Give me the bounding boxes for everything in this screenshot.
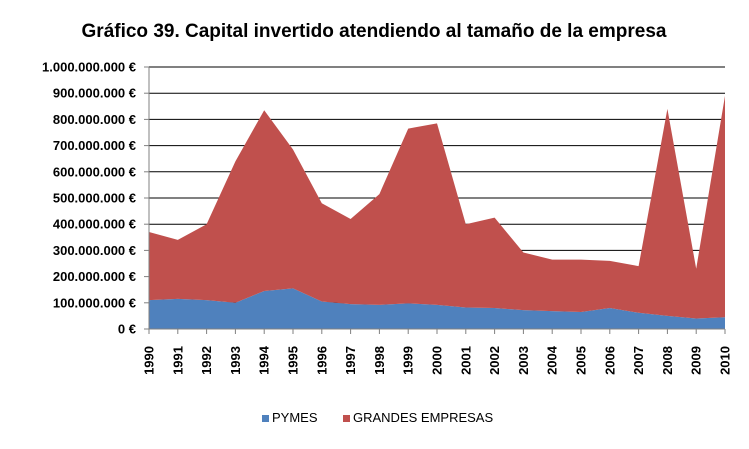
y-tick-label: 500.000.000 € [53, 191, 136, 206]
legend-label-pymes: PYMES [272, 410, 318, 425]
x-tick-label: 2000 [430, 346, 445, 375]
x-tick-label: 2010 [718, 346, 733, 375]
y-tick-label: 100.000.000 € [53, 295, 136, 310]
legend-swatch-grandes-empresas [343, 415, 350, 422]
x-tick-label: 1993 [228, 346, 243, 375]
x-tick-label: 2003 [516, 346, 531, 375]
x-tick-label: 2001 [458, 346, 473, 375]
axes: 0 € 100.000.000 € 200.000.000 € 300.000.000… [42, 60, 732, 375]
x-tick-label: 2004 [545, 345, 560, 375]
x-tick-label: 1997 [343, 346, 358, 375]
legend-swatch-pymes [262, 415, 269, 422]
y-tick-label: 800.000.000 € [53, 112, 136, 127]
x-tick-label: 1994 [257, 345, 272, 375]
y-tick-label: 400.000.000 € [53, 217, 136, 232]
x-tick-label: 2002 [487, 346, 502, 375]
series-area-grandes-empresas [149, 95, 725, 319]
x-tick-label: 2007 [631, 346, 646, 375]
legend: PYMES GRANDES EMPRESAS [262, 410, 493, 425]
x-tick-label: 1990 [142, 346, 157, 375]
y-tick-label: 1.000.000.000 € [42, 60, 136, 75]
y-tick-label: 700.000.000 € [53, 138, 136, 153]
x-tick-label: 2009 [689, 346, 704, 375]
x-tick-label: 1991 [170, 346, 185, 375]
legend-label-grandes-empresas: GRANDES EMPRESAS [353, 410, 493, 425]
y-tick-label: 200.000.000 € [53, 269, 136, 284]
y-tick-label: 300.000.000 € [53, 243, 136, 258]
x-tick-label: 2008 [660, 346, 675, 375]
x-tick-label: 2005 [574, 346, 589, 375]
plot-area [149, 66, 725, 329]
x-tick-label: 2006 [602, 346, 617, 375]
x-tick-label: 1992 [199, 346, 214, 375]
series-area-pymes [149, 288, 725, 329]
y-tick-label: 600.000.000 € [53, 164, 136, 179]
y-tick-label: 0 € [118, 322, 136, 337]
x-tick-label: 1995 [286, 346, 301, 375]
x-tick-label: 1999 [401, 346, 416, 375]
x-tick-label: 1998 [372, 346, 387, 375]
y-tick-label: 900.000.000 € [53, 86, 136, 101]
x-tick-label: 1996 [314, 346, 329, 375]
chart-title: Gráfico 39. Capital invertido atendiendo… [82, 21, 667, 42]
